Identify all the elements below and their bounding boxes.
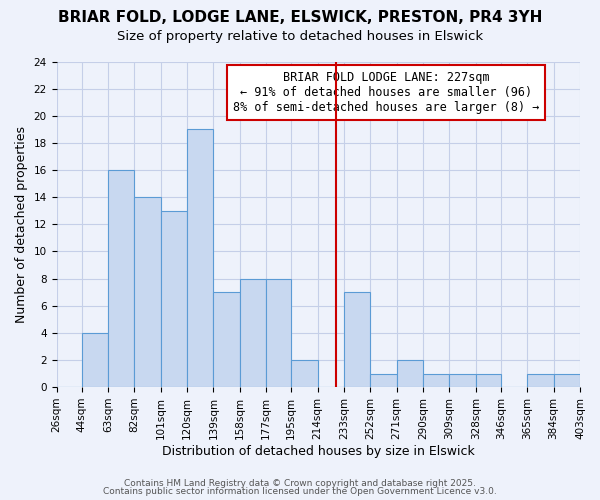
Bar: [476, 374, 501, 387]
Bar: [397, 360, 423, 387]
Bar: [554, 374, 580, 387]
Bar: [214, 292, 240, 387]
Bar: [82, 333, 108, 387]
Bar: [423, 374, 449, 387]
Y-axis label: Number of detached properties: Number of detached properties: [15, 126, 28, 323]
Bar: [134, 197, 161, 387]
Bar: [187, 130, 214, 387]
X-axis label: Distribution of detached houses by size in Elswick: Distribution of detached houses by size …: [162, 444, 475, 458]
Bar: [161, 210, 187, 387]
Bar: [108, 170, 134, 387]
Bar: [266, 278, 291, 387]
Text: Contains HM Land Registry data © Crown copyright and database right 2025.: Contains HM Land Registry data © Crown c…: [124, 478, 476, 488]
Bar: [370, 374, 397, 387]
Text: BRIAR FOLD, LODGE LANE, ELSWICK, PRESTON, PR4 3YH: BRIAR FOLD, LODGE LANE, ELSWICK, PRESTON…: [58, 10, 542, 25]
Text: BRIAR FOLD LODGE LANE: 227sqm
← 91% of detached houses are smaller (96)
8% of se: BRIAR FOLD LODGE LANE: 227sqm ← 91% of d…: [233, 72, 539, 114]
Text: Contains public sector information licensed under the Open Government Licence v3: Contains public sector information licen…: [103, 487, 497, 496]
Bar: [291, 360, 317, 387]
Bar: [344, 292, 370, 387]
Text: Size of property relative to detached houses in Elswick: Size of property relative to detached ho…: [117, 30, 483, 43]
Bar: [527, 374, 554, 387]
Bar: [449, 374, 476, 387]
Bar: [240, 278, 266, 387]
